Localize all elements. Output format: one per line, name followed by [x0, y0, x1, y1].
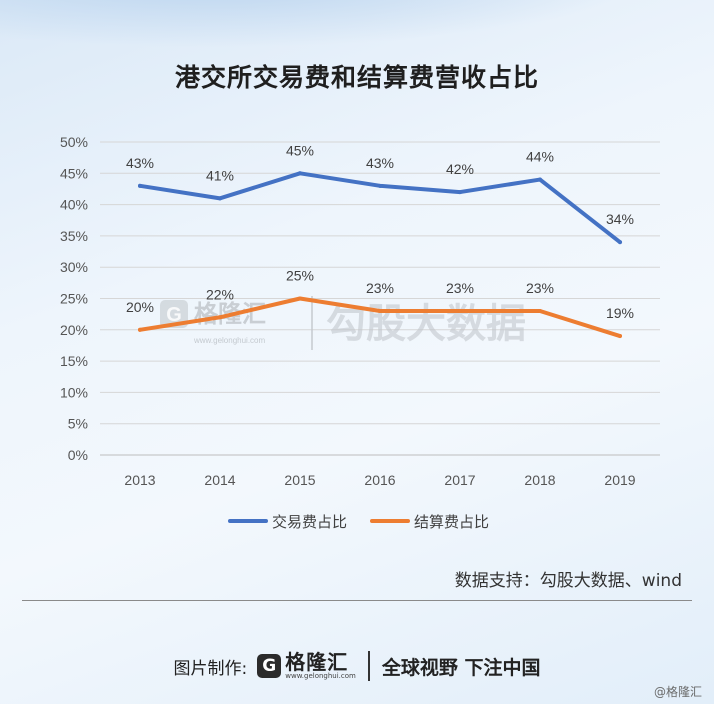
data-label: 44%: [526, 149, 554, 165]
footer-brand-url: www.gelonghui.com: [285, 672, 356, 680]
y-tick-label: 45%: [60, 165, 88, 181]
watermark-url: www.gelonghui.com: [193, 336, 265, 345]
data-label: 20%: [126, 299, 154, 315]
data-point: [618, 240, 622, 245]
watermark-logo-icon: [160, 300, 188, 328]
x-tick-label: 2018: [524, 472, 555, 488]
footer-slogan: 全球视野 下注中国: [381, 656, 541, 679]
data-label: 34%: [606, 211, 634, 227]
y-tick-label: 40%: [60, 197, 88, 213]
x-tick-label: 2019: [604, 472, 635, 488]
data-point: [138, 327, 142, 332]
data-point: [458, 309, 462, 314]
y-tick-label: 20%: [60, 322, 88, 338]
series-line-1: [138, 171, 622, 245]
data-label: 45%: [286, 142, 314, 158]
data-point: [458, 190, 462, 195]
header-decoration: [0, 0, 714, 60]
chart-title: 港交所交易费和结算费营收占比: [174, 63, 539, 92]
data-point: [298, 296, 302, 301]
data-label: 22%: [206, 286, 234, 302]
y-tick-label: 25%: [60, 291, 88, 307]
data-point: [538, 309, 542, 314]
y-tick-label: 15%: [60, 353, 88, 369]
corner-watermark: @格隆汇: [653, 685, 702, 699]
data-label: 23%: [526, 280, 554, 296]
y-tick-label: 0%: [68, 447, 88, 463]
data-label: 23%: [446, 280, 474, 296]
x-tick-label: 2016: [364, 472, 395, 488]
divider: [22, 600, 692, 601]
watermark-logo-letter: G: [166, 304, 182, 326]
x-tick-label: 2013: [124, 472, 155, 488]
data-point: [618, 334, 622, 339]
y-tick-label: 10%: [60, 384, 88, 400]
gelonghui-logo-icon: G: [257, 654, 282, 678]
footer: 图片制作: G 格隆汇 www.gelonghui.com 全球视野 下注中国: [0, 648, 714, 684]
data-point: [378, 183, 382, 188]
y-tick-label: 35%: [60, 228, 88, 244]
data-point: [218, 315, 222, 320]
line-chart: 0% 5% 10% 15% 20% 25% 30% 35% 40% 45% 50% 2013 2014 2…: [60, 134, 660, 531]
data-point: [538, 177, 542, 182]
data-point: [218, 196, 222, 201]
source-note: 数据支持：勾股大数据、wind: [454, 571, 682, 591]
x-tick-label: 2017: [444, 472, 475, 488]
data-point: [378, 309, 382, 314]
footer-separator: [367, 651, 370, 681]
data-label: 43%: [366, 155, 394, 171]
legend-label: 交易费占比: [272, 513, 347, 531]
y-tick-label: 50%: [60, 134, 88, 150]
x-tick-label: 2015: [284, 472, 315, 488]
legend-label: 结算费占比: [414, 513, 489, 531]
data-label: 43%: [126, 155, 154, 171]
data-label: 23%: [366, 280, 394, 296]
footer-label: 图片制作:: [173, 658, 248, 679]
y-tick-label: 30%: [60, 259, 88, 275]
x-tick-label: 2014: [204, 472, 235, 488]
data-point: [138, 183, 142, 188]
data-point: [298, 171, 302, 176]
data-label: 25%: [286, 268, 314, 284]
footer-brand-name: 格隆汇: [285, 650, 349, 674]
y-tick-label: 5%: [68, 416, 88, 432]
data-label: 42%: [446, 161, 474, 177]
data-label: 41%: [206, 167, 234, 183]
footer-brand: 格隆汇 www.gelonghui.com: [285, 652, 356, 680]
data-label: 19%: [606, 305, 634, 321]
